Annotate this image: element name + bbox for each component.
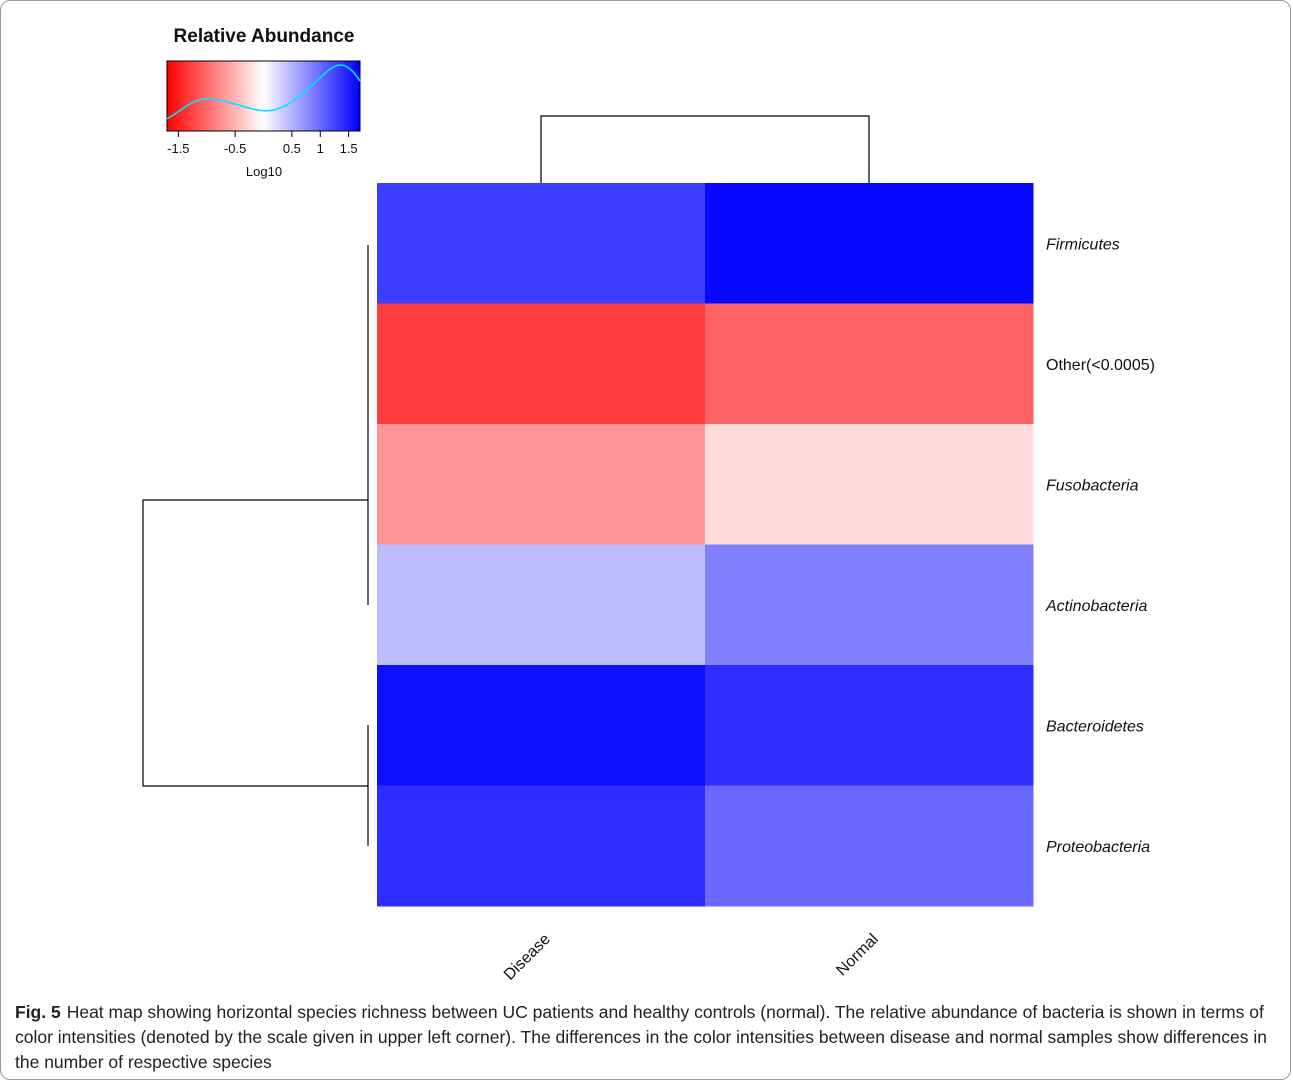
row-labels: Firmicutes Other(<0.0005) Fusobacteria Acti… (1045, 236, 1155, 856)
row-dendrogram (142, 245, 369, 846)
color-key-title: Relative Abundance (174, 26, 355, 47)
heatmap-cell (705, 785, 1034, 907)
heatmap-cell (377, 303, 706, 425)
row-label: Bacteroidetes (1046, 718, 1144, 735)
figure-caption-label: Fig. 5 (15, 1002, 61, 1022)
heatmap-cell (377, 544, 706, 666)
row-label: Actinobacteria (1045, 598, 1147, 615)
figure-caption-text: Heat map showing horizontal species rich… (15, 1002, 1267, 1072)
row-label: Other(<0.0005) (1046, 357, 1155, 374)
color-key-label: Log10 (246, 164, 282, 179)
column-label: Disease (501, 931, 554, 984)
heatmap-cell (377, 665, 706, 786)
color-key: Relative Abundance -1.5 -0.5 0.5 1 1.5 Log10 (166, 26, 361, 179)
color-key-tick-label: 0.5 (283, 141, 301, 156)
heatmap-cell (377, 424, 706, 545)
heatmap-chart: Relative Abundance -1.5 -0.5 0.5 1 1.5 Log10… (142, 26, 1155, 984)
row-label: Fusobacteria (1046, 477, 1139, 494)
column-label: Normal (833, 931, 881, 979)
color-key-tick-label: -1.5 (167, 141, 189, 156)
color-key-tick-label: 1 (317, 141, 324, 156)
figure-caption: Fig. 5 Heat map showing horizontal specie… (15, 1000, 1280, 1075)
color-key-tick-label: 1.5 (340, 141, 358, 156)
heatmap-cell (705, 303, 1034, 425)
heatmap-cell (377, 183, 706, 304)
column-dendrogram-branch (540, 115, 870, 183)
heatmap-cell (705, 183, 1034, 304)
heatmap-cell (705, 424, 1034, 545)
heatmap-cells (377, 183, 1034, 907)
column-labels: Disease Normal (501, 931, 882, 984)
color-key-gradient (166, 60, 361, 132)
row-label: Firmicutes (1046, 236, 1120, 253)
heatmap-cell (705, 665, 1034, 786)
color-key-density-curve (166, 64, 361, 120)
heatmap-cell (377, 785, 706, 907)
column-dendrogram (540, 115, 870, 183)
row-dendrogram-root (142, 499, 368, 787)
row-label: Proteobacteria (1046, 839, 1150, 856)
heatmap-cell (705, 544, 1034, 666)
color-key-tick-label: -0.5 (224, 141, 246, 156)
